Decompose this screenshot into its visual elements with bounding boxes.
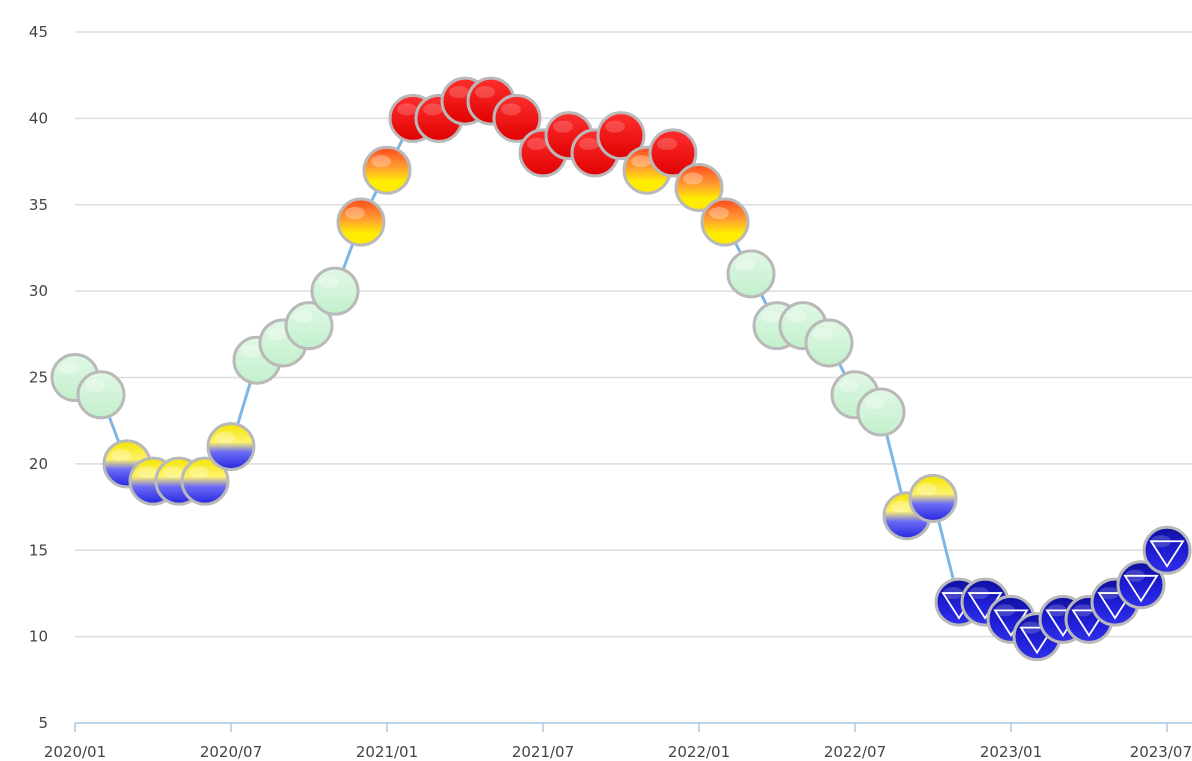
data-point[interactable] [284,301,334,351]
data-point[interactable] [310,266,360,316]
x-axis: 2020/01 2020/07 2021/01 2021/07 2022/01 2022/… [44,722,1192,761]
y-tick-label: 30 [29,282,48,300]
x-tick-label: 2023/01 [980,743,1042,761]
data-point[interactable] [856,387,906,437]
data-point[interactable] [492,93,542,143]
data-point[interactable] [1116,560,1166,610]
data-point[interactable] [908,473,958,523]
x-tick-label: 2020/07 [200,743,262,761]
y-tick-label: 5 [38,714,48,732]
data-point[interactable] [804,318,854,368]
data-point[interactable] [180,456,230,506]
data-point[interactable] [674,162,724,212]
y-tick-label: 25 [29,369,48,387]
y-tick-label: 35 [29,196,48,214]
data-point[interactable] [1142,525,1192,575]
y-tick-label: 20 [29,455,48,473]
x-tick-label: 2021/01 [356,743,418,761]
data-point[interactable] [726,249,776,299]
data-point[interactable] [206,422,256,472]
y-tick-label: 15 [29,541,48,559]
y-tick-label: 40 [29,109,48,127]
low-value-icon [1019,626,1055,655]
x-tick-label: 2022/01 [668,743,730,761]
data-point[interactable] [362,145,412,195]
data-point[interactable] [596,111,646,161]
low-value-icon [1071,609,1107,638]
data-point[interactable] [648,128,698,178]
x-tick-label: 2020/01 [44,743,106,761]
y-tick-label: 45 [29,23,48,41]
x-tick-label: 2023/07 [1130,743,1192,761]
data-point[interactable] [336,197,386,247]
x-tick-label: 2021/07 [512,743,574,761]
x-tick-label: 2022/07 [824,743,886,761]
low-value-icon [1097,592,1133,620]
low-value-icon [1149,540,1185,568]
data-markers [50,76,1192,662]
data-point[interactable] [76,370,126,420]
y-axis-ticks: 5 10 15 20 25 30 35 40 45 [29,23,48,732]
data-point[interactable] [700,197,750,247]
low-value-icon [1123,574,1159,603]
y-tick-label: 10 [29,628,48,646]
